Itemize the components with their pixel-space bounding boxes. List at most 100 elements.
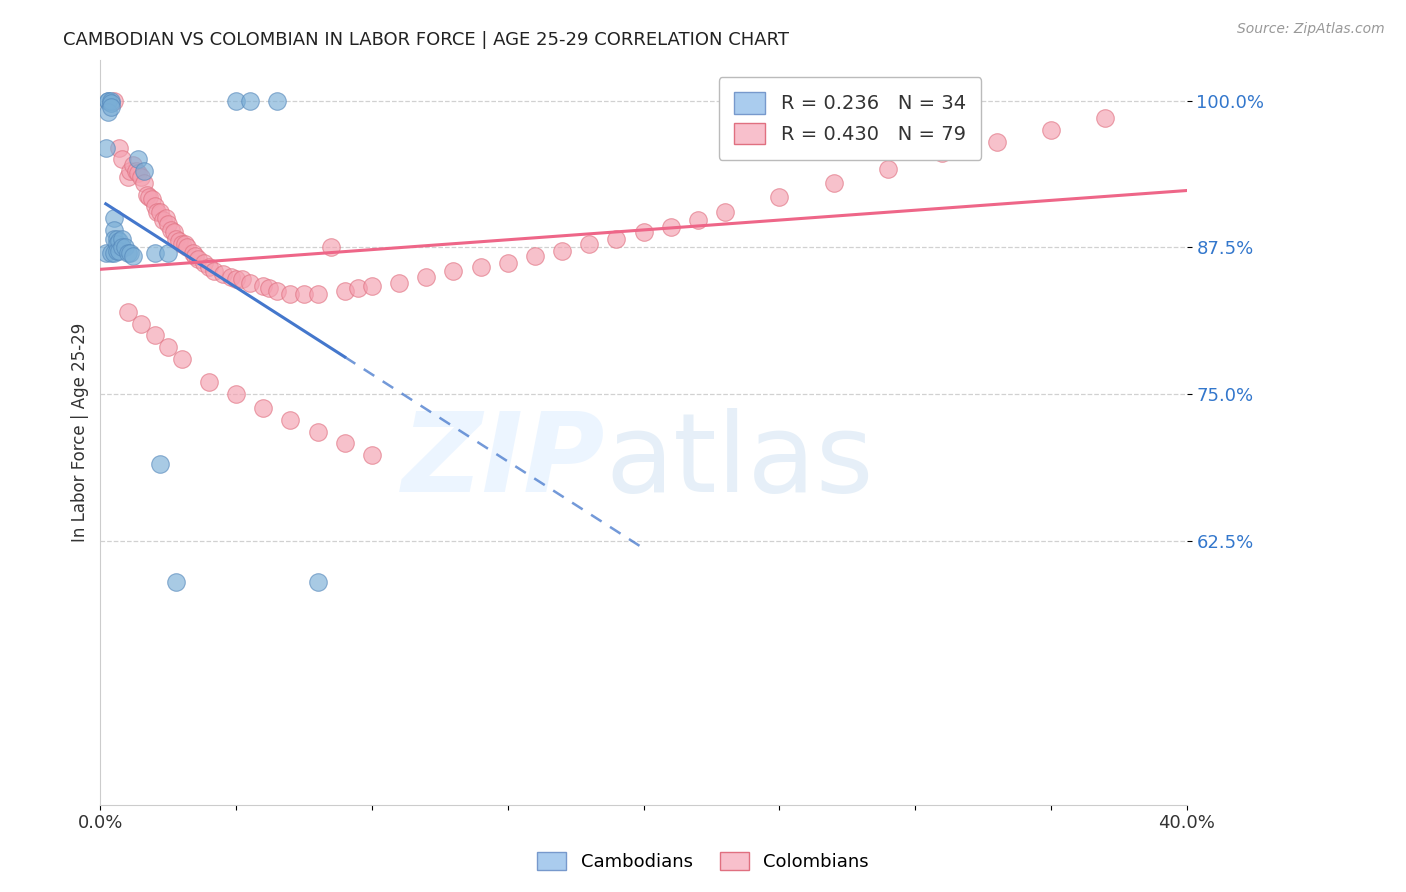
Point: [114, 240, 136, 254]
Point: [551, 244, 574, 258]
Point: [129, 317, 152, 331]
Point: [768, 190, 790, 204]
Point: [415, 269, 437, 284]
Point: [105, 236, 128, 251]
Point: [160, 223, 183, 237]
Point: [257, 281, 280, 295]
Point: [170, 236, 193, 251]
Point: [103, 223, 125, 237]
Point: [333, 284, 356, 298]
Point: [605, 232, 627, 246]
Point: [280, 287, 302, 301]
Point: [103, 232, 125, 246]
Point: [94, 246, 117, 260]
Point: [578, 236, 600, 251]
Point: [100, 246, 122, 260]
Point: [146, 205, 169, 219]
Point: [149, 205, 172, 219]
Point: [388, 276, 411, 290]
Point: [211, 268, 233, 282]
Point: [225, 272, 247, 286]
Point: [103, 94, 125, 108]
Point: [165, 232, 187, 246]
Text: Source: ZipAtlas.com: Source: ZipAtlas.com: [1237, 22, 1385, 37]
Point: [496, 255, 519, 269]
Point: [239, 276, 262, 290]
Point: [307, 425, 329, 439]
Point: [292, 287, 315, 301]
Point: [347, 281, 370, 295]
Point: [97, 94, 120, 108]
Point: [470, 260, 492, 275]
Point: [176, 240, 198, 254]
Point: [659, 220, 682, 235]
Point: [103, 211, 125, 225]
Text: ZIP: ZIP: [402, 409, 606, 516]
Point: [108, 244, 131, 258]
Point: [111, 232, 134, 246]
Point: [117, 169, 139, 184]
Point: [184, 248, 207, 262]
Point: [143, 328, 166, 343]
Point: [122, 158, 145, 172]
Text: CAMBODIAN VS COLOMBIAN IN LABOR FORCE | AGE 25-29 CORRELATION CHART: CAMBODIAN VS COLOMBIAN IN LABOR FORCE | …: [63, 31, 789, 49]
Point: [124, 164, 146, 178]
Point: [231, 272, 253, 286]
Point: [120, 246, 142, 260]
Point: [138, 190, 160, 204]
Point: [714, 205, 737, 219]
Point: [931, 146, 953, 161]
Point: [100, 95, 122, 110]
Y-axis label: In Labor Force | Age 25-29: In Labor Force | Age 25-29: [72, 323, 89, 541]
Point: [100, 99, 122, 113]
Point: [135, 187, 157, 202]
Point: [266, 94, 288, 108]
Point: [105, 244, 128, 258]
Point: [155, 211, 177, 225]
Point: [523, 248, 546, 262]
Point: [97, 105, 120, 120]
Point: [239, 94, 262, 108]
Point: [117, 246, 139, 260]
Point: [163, 225, 186, 239]
Point: [127, 153, 149, 167]
Point: [173, 236, 195, 251]
Point: [100, 94, 122, 108]
Point: [266, 284, 288, 298]
Point: [120, 164, 142, 178]
Point: [361, 448, 384, 462]
Point: [157, 217, 180, 231]
Point: [105, 232, 128, 246]
Point: [167, 235, 190, 249]
Point: [1094, 112, 1116, 126]
Point: [165, 574, 187, 589]
Point: [108, 140, 131, 154]
Point: [143, 246, 166, 260]
Point: [333, 436, 356, 450]
Point: [280, 413, 302, 427]
Point: [198, 260, 221, 275]
Point: [252, 279, 274, 293]
Point: [361, 279, 384, 293]
Legend: Cambodians, Colombians: Cambodians, Colombians: [530, 846, 876, 879]
Point: [307, 574, 329, 589]
Point: [132, 176, 155, 190]
Point: [321, 240, 343, 254]
Point: [111, 240, 134, 254]
Point: [193, 255, 215, 269]
Point: [108, 235, 131, 249]
Point: [129, 169, 152, 184]
Point: [986, 135, 1008, 149]
Point: [170, 351, 193, 366]
Point: [152, 213, 174, 227]
Point: [877, 161, 900, 176]
Point: [117, 305, 139, 319]
Point: [181, 246, 204, 260]
Point: [219, 269, 242, 284]
Point: [633, 225, 655, 239]
Point: [252, 401, 274, 415]
Legend: R = 0.236   N = 34, R = 0.430   N = 79: R = 0.236 N = 34, R = 0.430 N = 79: [718, 77, 981, 160]
Point: [127, 166, 149, 180]
Text: atlas: atlas: [606, 409, 875, 516]
Point: [157, 246, 180, 260]
